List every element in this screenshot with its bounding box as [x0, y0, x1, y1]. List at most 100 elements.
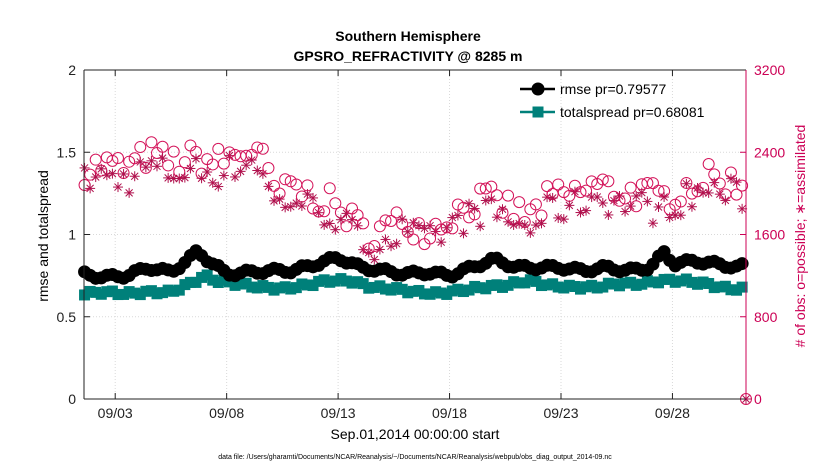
asterisk-stroke [125, 189, 133, 197]
totalspread-point [207, 274, 219, 286]
assimilated-obs-marker [720, 195, 731, 206]
asterisk-stroke [192, 154, 200, 163]
possible-obs-marker [329, 197, 342, 210]
possible-obs-marker [134, 141, 147, 154]
asterisk-stroke [153, 162, 161, 171]
totalspread-point [363, 282, 375, 294]
possible-obs-marker [390, 206, 403, 219]
totalspread-point [630, 279, 642, 291]
totalspread-point [418, 288, 430, 300]
assimilated-obs-marker [213, 181, 224, 192]
possible-obs-marker [89, 153, 102, 166]
assimilated-obs-marker [620, 206, 631, 217]
asterisk-stroke [253, 166, 262, 175]
totalspread-point [352, 276, 364, 288]
assimilated-obs-marker [363, 247, 374, 258]
possible-obs-marker [279, 173, 292, 186]
totalspread-point [457, 286, 469, 298]
totalspread-point [625, 276, 637, 288]
assimilated-obs-marker [257, 168, 268, 179]
assimilated-obs-marker [291, 198, 302, 209]
asterisk-stroke [119, 170, 128, 178]
totalspread-point [368, 281, 380, 293]
possible-obs-marker [485, 180, 498, 193]
assimilated-obs-marker [452, 210, 463, 221]
asterisk-stroke [136, 158, 145, 166]
totalspread-point [274, 282, 286, 294]
totalspread-point [563, 279, 575, 291]
asterisk-stroke [593, 193, 602, 201]
totalspread-point [485, 279, 497, 291]
totalspread-point [731, 284, 743, 296]
asterisk-stroke [381, 235, 390, 244]
chart-title: Southern Hemisphere [335, 28, 481, 44]
possible-obs-marker [111, 152, 124, 165]
y-tick-label: 1 [68, 227, 76, 243]
assimilated-obs-marker [737, 203, 748, 214]
asterisk-stroke [481, 196, 490, 205]
assimilated-obs-marker [285, 201, 296, 212]
y-tick-label: 0.5 [57, 309, 77, 325]
assimilated-obs-marker [536, 218, 547, 229]
asterisk-stroke [649, 219, 657, 228]
asterisk-stroke [504, 217, 512, 226]
assimilated-obs-marker [246, 155, 257, 166]
totalspread-point [441, 288, 453, 300]
totalspread-point [385, 284, 397, 296]
assimilated-obs-marker [491, 212, 502, 223]
totalspread-point [413, 284, 425, 296]
totalspread-point [285, 283, 297, 295]
assimilated-obs-marker [508, 219, 519, 230]
totalspread-point [653, 277, 665, 289]
totalspread-point [636, 278, 648, 290]
totalspread-point [524, 274, 536, 286]
totalspread-point [313, 275, 325, 287]
asterisk-stroke [676, 211, 685, 220]
assimilated-obs-marker [196, 173, 207, 184]
totalspread-point [569, 281, 581, 293]
assimilated-obs-marker [547, 192, 558, 203]
asterisk-stroke [108, 169, 117, 178]
totalspread-point [140, 285, 152, 297]
asterisk-stroke [415, 221, 423, 230]
possible-obs-marker [145, 136, 158, 149]
axis-layer: 09/03 09/08 09/13 09/18 09/23 09/28 0 0.5 1 1.5 2 0… [57, 62, 786, 421]
assimilated-obs-marker [647, 218, 658, 229]
possible-obs-marker [529, 198, 542, 211]
totalspread-point [90, 286, 102, 298]
possible-obs-marker [574, 186, 587, 199]
assimilated-obs-marker [575, 207, 586, 218]
assimilated-obs-marker [112, 182, 123, 193]
obs-layer [78, 136, 752, 405]
totalspread-point [463, 284, 475, 296]
asterisk-stroke [186, 164, 195, 173]
totalspread-point [586, 279, 598, 291]
asterisk-stroke [325, 219, 334, 228]
asterisk-stroke [303, 190, 312, 198]
totalspread-point [95, 288, 107, 300]
asterisk-stroke [493, 213, 501, 222]
asterisk-stroke [470, 204, 479, 213]
y-axis-label: rmse and totalspread [35, 170, 51, 302]
y-right-tick-label: 3200 [754, 62, 785, 78]
possible-obs-marker [256, 142, 269, 155]
possible-obs-marker [619, 192, 632, 205]
possible-obs-marker [156, 140, 169, 153]
totalspread-point [692, 278, 704, 290]
totalspread-point [123, 286, 135, 298]
totalspread-point [145, 285, 157, 297]
totalspread-point [575, 283, 586, 295]
asterisk-stroke [637, 188, 646, 197]
asterisk-stroke [147, 156, 156, 165]
totalspread-point [129, 287, 141, 299]
possible-obs-marker [284, 175, 297, 188]
totalspread-point [430, 286, 442, 298]
asterisk-stroke [392, 239, 401, 248]
totalspread-point [680, 273, 692, 285]
chart-subtitle: GPSRO_REFRACTIVITY @ 8285 m [294, 48, 523, 64]
asterisk-stroke [320, 221, 329, 229]
possible-obs-marker [479, 182, 492, 195]
asterisk-stroke [275, 195, 284, 203]
assimilated-obs-marker [631, 191, 642, 202]
